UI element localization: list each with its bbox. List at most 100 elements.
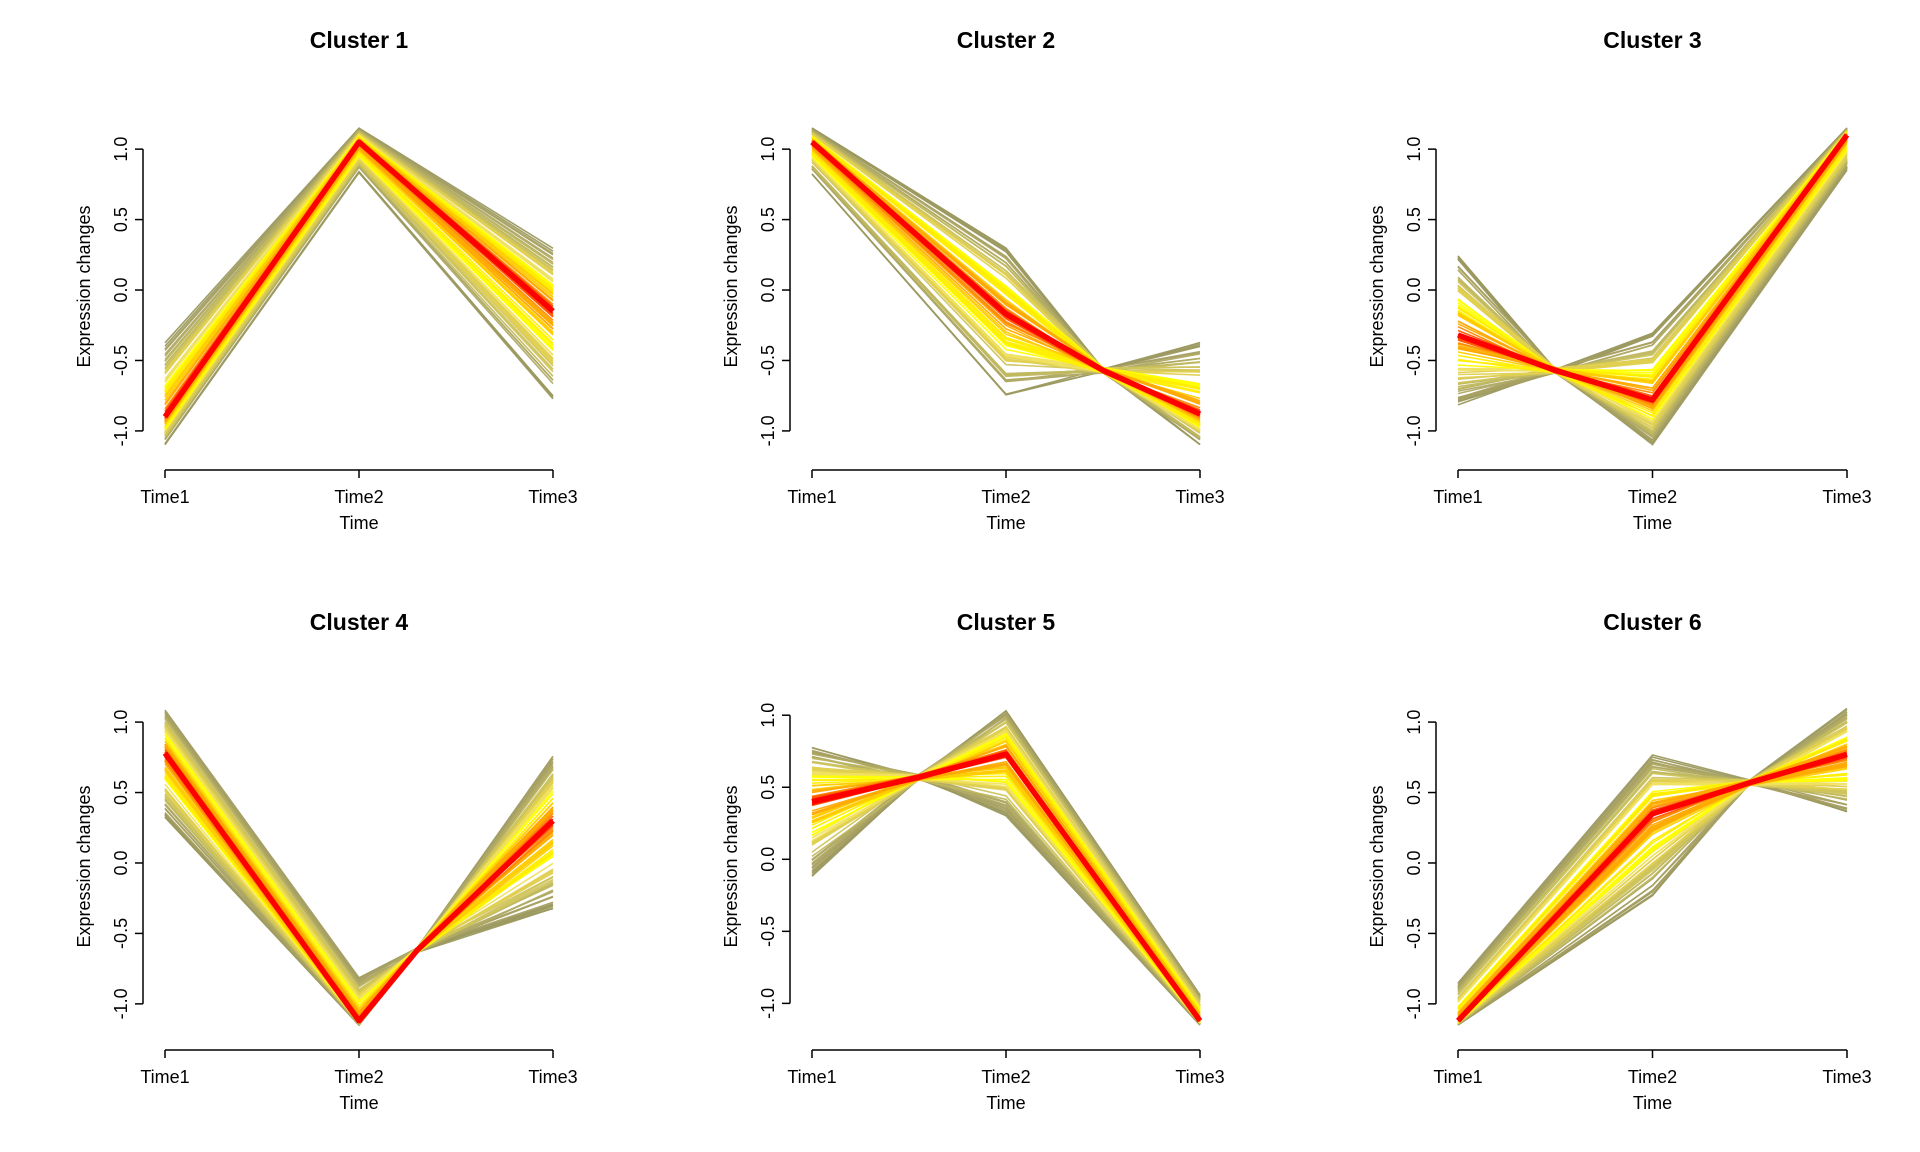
x-tick-label: Time1 xyxy=(787,487,836,507)
profile-line xyxy=(811,714,1201,999)
y-tick-label: -1.0 xyxy=(111,988,131,1019)
profile-line xyxy=(811,750,1201,1020)
y-tick-label: 1.0 xyxy=(758,137,778,162)
profile-line xyxy=(1457,128,1848,371)
x-tick-label: Time3 xyxy=(1175,487,1224,507)
profile-line xyxy=(811,167,1201,440)
profile-line xyxy=(1457,740,1848,1011)
x-tick-label: Time3 xyxy=(528,1067,577,1087)
x-tick-label: Time1 xyxy=(140,1067,189,1087)
profile-line xyxy=(1457,783,1848,1026)
profile-line xyxy=(811,127,1201,370)
x-tick-label: Time2 xyxy=(334,487,383,507)
profile-line xyxy=(811,130,1201,372)
profile-line xyxy=(811,173,1201,446)
x-tick-label: Time3 xyxy=(1822,1067,1871,1087)
x-tick-label: Time1 xyxy=(140,487,189,507)
profile-line xyxy=(1457,130,1848,369)
chart-panel-6: Cluster 6 -1.0 -0.5 0.0 0.5 1.0 Expression cha… xyxy=(1367,609,1872,1113)
profile-line xyxy=(811,136,1201,391)
y-tick-label: 0.5 xyxy=(1404,780,1424,805)
chart-title: Cluster 3 xyxy=(1603,27,1701,53)
y-axis-label: Expression changes xyxy=(74,205,94,367)
profile-line xyxy=(164,150,554,427)
x-tick-label: Time1 xyxy=(1433,1067,1482,1087)
x-tick-label: Time2 xyxy=(981,487,1030,507)
y-tick-label: 0.0 xyxy=(1404,850,1424,875)
chart-title: Cluster 4 xyxy=(310,609,409,635)
profile-line xyxy=(811,128,1201,372)
chart-panel-1: Cluster 1 -1.0 -0.5 0.0 0.5 1.0 Expression cha… xyxy=(74,27,578,533)
profile-line xyxy=(1457,768,1848,1023)
profile-line xyxy=(1457,728,1848,1001)
cluster-center-line xyxy=(1457,133,1850,403)
profile-line xyxy=(811,778,1201,1023)
x-axis-label: Time xyxy=(1633,513,1672,533)
chart-panel-5: Cluster 5 -1.0 -0.5 0.0 0.5 1.0 Expression cha… xyxy=(721,609,1225,1113)
x-tick-label: Time2 xyxy=(1628,1067,1677,1087)
y-tick-label: 1.0 xyxy=(1404,137,1424,162)
x-axis-label: Time xyxy=(339,513,378,533)
cluster-center-line xyxy=(162,751,555,1024)
y-axis-label: Expression changes xyxy=(1367,785,1387,947)
profile-line xyxy=(811,133,1201,373)
profile-line xyxy=(1457,711,1848,987)
y-tick-label: 0.0 xyxy=(758,847,778,872)
profile-line xyxy=(1457,151,1848,423)
y-tick-label: -1.0 xyxy=(1404,415,1424,446)
profile-line xyxy=(811,133,1201,376)
y-tick-label: -1.0 xyxy=(111,415,131,446)
cluster-center-line xyxy=(1455,751,1848,1023)
profile-line xyxy=(811,132,1201,369)
profile-line xyxy=(1457,132,1848,385)
y-tick-label: 0.0 xyxy=(111,278,131,303)
chart-panel-4: Cluster 4 -1.0 -0.5 0.0 0.5 1.0 Expression cha… xyxy=(74,609,578,1113)
profile-line xyxy=(811,129,1201,373)
y-axis-label: Expression changes xyxy=(721,785,741,947)
chart-title: Cluster 6 xyxy=(1603,609,1701,635)
profile-line xyxy=(811,775,1201,1023)
profile-line xyxy=(164,139,554,412)
y-tick-label: 0.5 xyxy=(111,207,131,232)
y-axis-label: Expression changes xyxy=(721,205,741,367)
profile-line xyxy=(164,156,554,432)
y-tick-label: -0.5 xyxy=(1404,345,1424,376)
profile-line xyxy=(1457,784,1848,1024)
profile-line xyxy=(1457,725,1848,999)
y-tick-label: 0.5 xyxy=(758,775,778,800)
chart-title: Cluster 5 xyxy=(957,609,1056,635)
profile-line xyxy=(1457,782,1848,1025)
cluster-center-line xyxy=(811,751,1203,1023)
cluster-center-line xyxy=(162,139,555,419)
profile-line xyxy=(811,137,1201,394)
profile-line xyxy=(811,148,1201,422)
x-tick-label: Time3 xyxy=(1822,487,1871,507)
profile-line xyxy=(1457,165,1848,441)
chart-panel-2: Cluster 2 -1.0 -0.5 0.0 0.5 1.0 Expression cha… xyxy=(721,27,1225,533)
profile-line xyxy=(811,165,1201,438)
y-tick-label: -1.0 xyxy=(1404,988,1424,1019)
x-tick-label: Time3 xyxy=(1175,1067,1224,1087)
profile-line xyxy=(1457,709,1848,985)
y-axis-label: Expression changes xyxy=(74,785,94,947)
y-tick-label: 1.0 xyxy=(758,703,778,728)
profile-line xyxy=(1457,128,1848,374)
y-tick-label: -0.5 xyxy=(758,916,778,947)
profile-line xyxy=(164,163,554,438)
x-axis-label: Time xyxy=(986,1093,1025,1113)
chart-title: Cluster 1 xyxy=(310,27,409,53)
profile-line xyxy=(1457,748,1848,1017)
y-axis-label: Expression changes xyxy=(1367,205,1387,367)
y-tick-label: 1.0 xyxy=(111,710,131,735)
profile-line xyxy=(1457,127,1848,374)
profile-line xyxy=(1457,779,1848,1026)
profile-line xyxy=(1457,717,1848,992)
profile-line xyxy=(1457,761,1848,1022)
profile-line xyxy=(1457,155,1848,429)
y-tick-label: -0.5 xyxy=(758,345,778,376)
profile-line xyxy=(811,139,1201,405)
profile-line xyxy=(811,718,1201,1001)
profile-line xyxy=(811,709,1201,996)
chart-title: Cluster 2 xyxy=(957,27,1055,53)
x-tick-label: Time3 xyxy=(528,487,577,507)
